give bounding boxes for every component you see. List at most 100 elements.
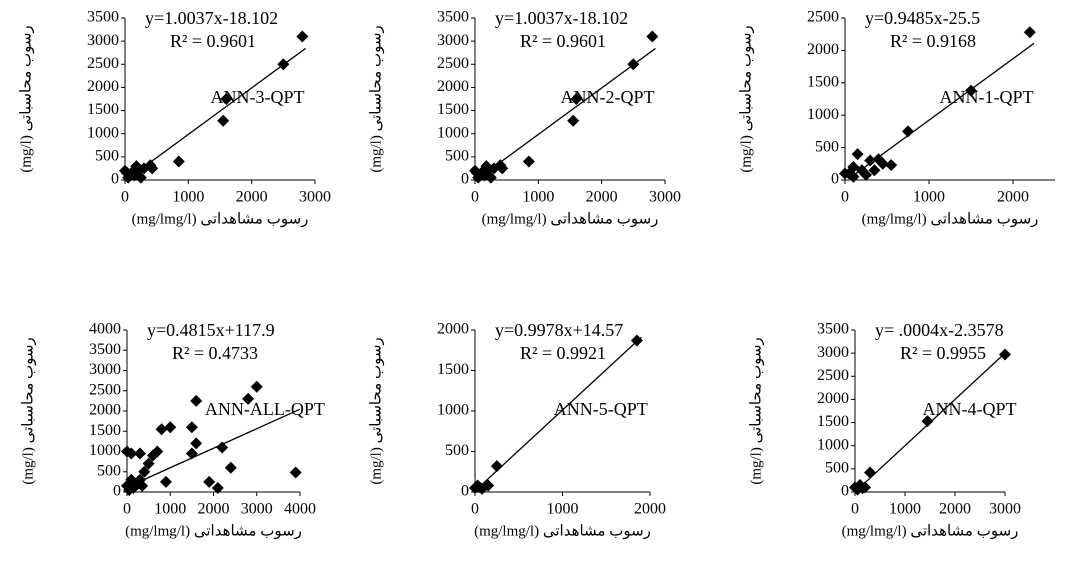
data-point (217, 114, 230, 127)
y-tick-label: 2000 (437, 321, 469, 338)
data-point (864, 466, 876, 479)
y-tick-label: 500 (445, 442, 469, 459)
data-point (469, 164, 481, 177)
data-point (190, 394, 203, 407)
data-point (146, 162, 159, 175)
x-tick-label: 0 (851, 501, 859, 518)
y-axis-label: رسوب محاسباتی (mg/l) (748, 337, 764, 484)
y-tick-label: 0 (831, 171, 839, 188)
y-axis-label: رسوب محاسباتی (mg/l) (20, 337, 36, 484)
equation: y=0.4815x+117.9 (147, 320, 275, 340)
y-tick-label: 1500 (817, 413, 849, 430)
y-tick-label: 2000 (89, 402, 121, 419)
y-tick-label: 500 (825, 460, 849, 477)
data-point (119, 164, 131, 177)
scatter-chart: 0 500 1000 1500 2000 2500 0 1000 2000 y=0.9485x-2… (738, 8, 1055, 227)
data-point (567, 114, 580, 127)
x-tick-label: 0 (123, 501, 131, 518)
x-tick-label: 2000 (939, 501, 971, 518)
data-point (203, 475, 216, 488)
data-point (134, 171, 147, 184)
model-label: ANN-1-QPT (940, 87, 1034, 107)
model-label: ANN-2-QPT (561, 87, 655, 107)
data-point (185, 447, 198, 460)
data-point (211, 481, 224, 494)
data-point (876, 157, 889, 170)
y-tick-label: 2500 (807, 9, 839, 26)
y-tick-label: 1500 (437, 101, 469, 118)
data-point (490, 460, 503, 473)
data-point (133, 447, 146, 460)
y-tick-label: 0 (841, 483, 849, 500)
data-point (164, 421, 177, 434)
data-point (123, 483, 136, 496)
x-tick-label: 1000 (154, 501, 186, 518)
y-tick-label: 2000 (87, 78, 119, 95)
data-point (289, 466, 302, 479)
y-tick-label: 3000 (89, 361, 121, 378)
data-point (868, 164, 881, 177)
x-tick-label: 1000 (913, 189, 945, 206)
x-tick-label: 0 (121, 189, 129, 206)
data-point (849, 481, 861, 494)
data-point (864, 154, 877, 167)
y-tick-label: 3500 (89, 341, 121, 358)
data-point (146, 449, 159, 462)
data-point (480, 160, 493, 173)
data-point (484, 171, 497, 184)
data-point (136, 479, 149, 492)
y-tick-label: 1000 (437, 402, 469, 419)
y-tick-label: 1000 (817, 436, 849, 453)
data-point (627, 58, 640, 71)
data-point (185, 421, 198, 434)
data-point (851, 148, 864, 161)
y-tick-label: 2500 (817, 367, 849, 384)
x-tick-label: 2000 (198, 501, 230, 518)
x-axis-label: رسوب مشاهداتی (mg/lmg/l) (482, 211, 659, 227)
y-tick-label: 1500 (89, 422, 121, 439)
r-squared: R² = 0.9921 (520, 343, 606, 363)
y-tick-label: 1500 (87, 101, 119, 118)
data-point (138, 465, 151, 478)
scatter-chart: 0 500 1000 1500 2000 2500 3000 3500 0 1000 2000 300… (18, 8, 331, 227)
r-squared: R² = 0.9601 (520, 31, 606, 51)
data-point (469, 481, 481, 494)
data-point (859, 481, 871, 494)
y-tick-label: 1500 (437, 361, 469, 378)
y-axis-label: رسوب محاسباتی (mg/l) (368, 25, 384, 172)
x-tick-label: 0 (471, 501, 479, 518)
x-tick-label: 1000 (889, 501, 921, 518)
y-tick-label: 3000 (817, 344, 849, 361)
data-point (630, 334, 643, 347)
equation: y=1.0037x-18.102 (145, 8, 278, 28)
data-point (839, 167, 851, 180)
x-tick-label: 3000 (989, 501, 1021, 518)
data-point (121, 445, 133, 458)
data-point (902, 125, 914, 138)
x-axis-label: رسوب مشاهداتی (mg/lmg/l) (842, 523, 1019, 539)
data-point (1023, 26, 1036, 39)
y-tick-label: 500 (97, 462, 121, 479)
equation: y= .0004x-2.3578 (875, 320, 1004, 340)
x-tick-label: 2000 (634, 501, 666, 518)
r-squared: R² = 0.4733 (172, 343, 258, 363)
model-label: ANN-5-QPT (554, 399, 648, 419)
data-point (216, 441, 229, 454)
trendline (126, 408, 301, 488)
data-point (999, 348, 1011, 361)
trendline (480, 47, 656, 177)
data-point (220, 93, 233, 105)
y-tick-label: 1000 (437, 124, 469, 141)
y-tick-label: 2500 (87, 55, 119, 72)
y-tick-label: 2000 (807, 41, 839, 58)
y-tick-label: 0 (461, 171, 469, 188)
x-tick-label: 3000 (649, 189, 681, 206)
model-label: ANN-4-QPT (923, 399, 1017, 419)
r-squared: R² = 0.9168 (890, 31, 976, 51)
model-label: ANN-ALL-QPT (205, 399, 325, 419)
y-tick-label: 0 (111, 171, 119, 188)
y-tick-label: 1500 (807, 73, 839, 90)
x-tick-label: 4000 (284, 501, 316, 518)
x-tick-label: 1000 (172, 189, 204, 206)
